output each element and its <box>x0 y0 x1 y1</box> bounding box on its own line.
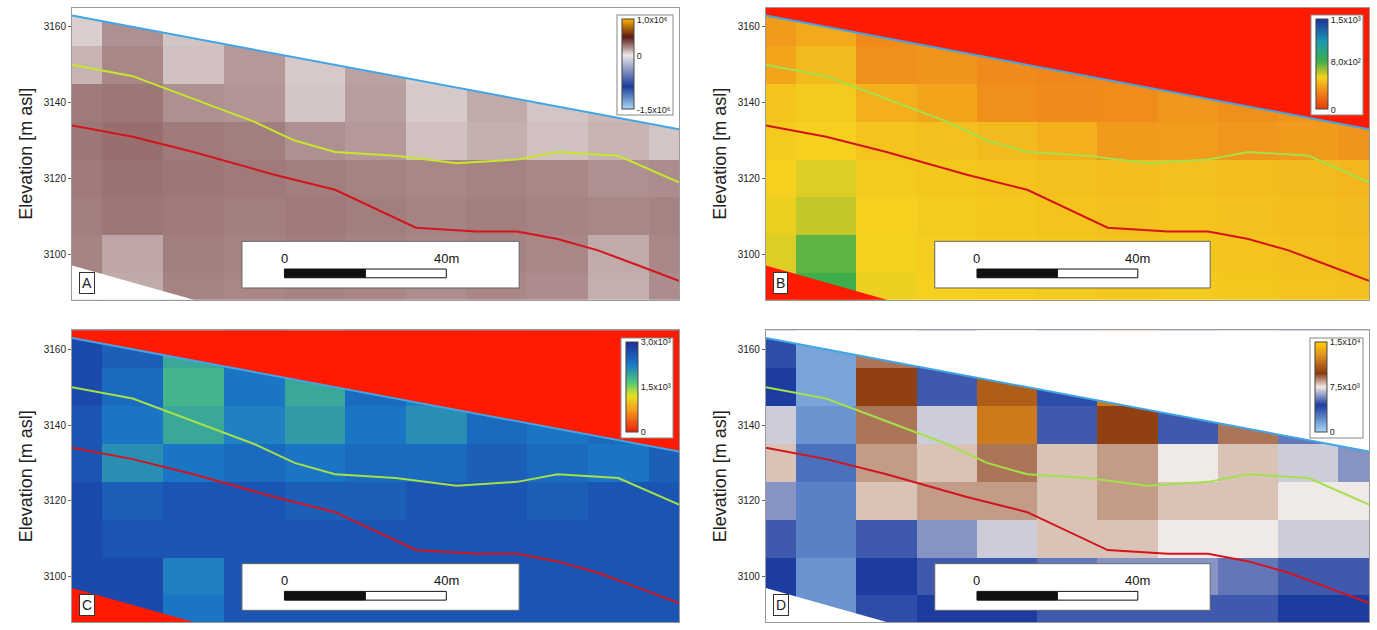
svg-text:Elevation [m asl]: Elevation [m asl] <box>710 88 730 220</box>
svg-text:1,0x10⁶: 1,0x10⁶ <box>637 15 668 25</box>
svg-text:40m: 40m <box>434 251 459 266</box>
svg-text:3160: 3160 <box>44 21 67 32</box>
svg-text:A: A <box>82 275 92 291</box>
svg-text:3100: 3100 <box>738 571 761 582</box>
svg-text:Elevation [m asl]: Elevation [m asl] <box>16 410 36 542</box>
svg-text:-1,5x10⁶: -1,5x10⁶ <box>637 105 671 115</box>
svg-text:0: 0 <box>973 251 980 266</box>
svg-text:3140: 3140 <box>738 420 761 431</box>
svg-text:3140: 3140 <box>738 97 761 108</box>
svg-text:C: C <box>82 597 92 613</box>
svg-text:0: 0 <box>641 427 646 437</box>
svg-text:3140: 3140 <box>44 97 67 108</box>
svg-text:0: 0 <box>1330 427 1335 437</box>
svg-text:40m: 40m <box>1125 573 1150 588</box>
svg-text:0: 0 <box>281 573 288 588</box>
svg-text:3140: 3140 <box>44 420 67 431</box>
svg-text:3160: 3160 <box>44 344 67 355</box>
svg-text:0: 0 <box>973 573 980 588</box>
svg-text:7,5x10³: 7,5x10³ <box>1330 382 1360 392</box>
svg-text:3100: 3100 <box>44 249 67 260</box>
svg-text:3100: 3100 <box>738 249 761 260</box>
svg-text:Elevation [m asl]: Elevation [m asl] <box>710 410 730 542</box>
svg-text:40m: 40m <box>1125 251 1150 266</box>
svg-text:1,5x10³: 1,5x10³ <box>641 382 671 392</box>
svg-text:D: D <box>776 597 786 613</box>
svg-text:B: B <box>776 275 785 291</box>
svg-text:8,0x10²: 8,0x10² <box>1331 57 1361 67</box>
svg-text:3160: 3160 <box>738 344 761 355</box>
svg-text:40m: 40m <box>434 573 459 588</box>
svg-text:1,5x10⁴: 1,5x10⁴ <box>1330 337 1361 347</box>
svg-text:3120: 3120 <box>44 173 67 184</box>
svg-text:3120: 3120 <box>738 173 761 184</box>
svg-text:3120: 3120 <box>44 495 67 506</box>
svg-text:3160: 3160 <box>738 21 761 32</box>
svg-text:3,0x10³: 3,0x10³ <box>641 337 671 347</box>
svg-text:0: 0 <box>637 51 642 61</box>
svg-text:0: 0 <box>1331 105 1336 115</box>
svg-text:1,5x10³: 1,5x10³ <box>1331 15 1361 25</box>
svg-text:Elevation [m asl]: Elevation [m asl] <box>16 88 36 220</box>
svg-text:3120: 3120 <box>738 495 761 506</box>
svg-text:0: 0 <box>281 251 288 266</box>
svg-text:3100: 3100 <box>44 571 67 582</box>
